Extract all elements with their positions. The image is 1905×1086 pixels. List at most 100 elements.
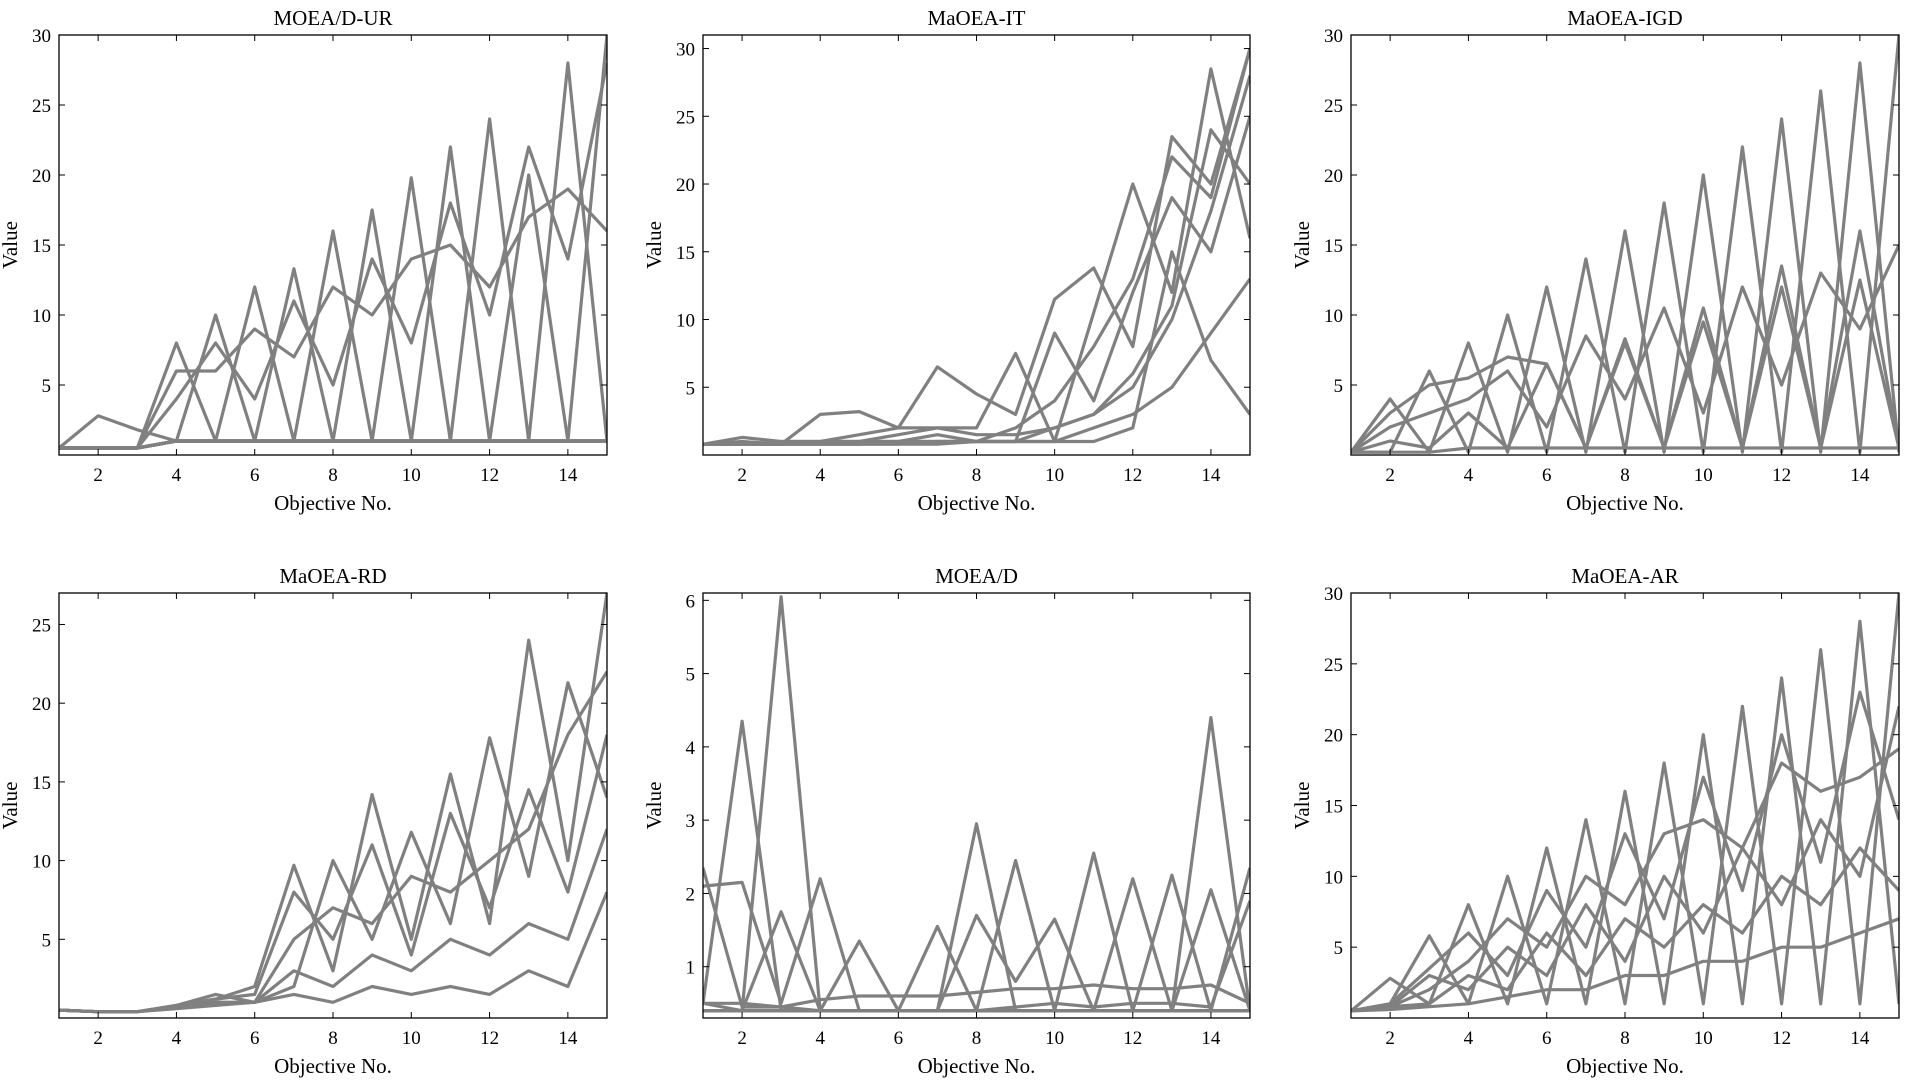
y-tick-label: 30: [676, 40, 695, 61]
x-axis-label: Objective No.: [274, 1054, 392, 1078]
y-tick-label: 5: [42, 930, 52, 951]
chart-panel-4: 2 4 6 8 10 12 14 5 10 15 20 25 MaOEA-RD Objective No.…: [0, 564, 608, 1078]
series-group: [703, 48, 1250, 446]
y-axis-label: Value: [642, 782, 666, 830]
x-tick-label: 6: [1542, 465, 1552, 486]
x-tick-label: 14: [1201, 465, 1221, 486]
x-tick-label: 14: [1850, 465, 1870, 486]
y-axis-label: Value: [642, 221, 666, 269]
series-line-1: [1351, 61, 1899, 454]
series-line-12: [59, 35, 607, 450]
chart-panel-6: 2 4 6 8 10 12 14 5 10 15 20 25 30 MaOEA-AR Objective N…: [1290, 564, 1900, 1078]
x-tick-label: 12: [480, 465, 499, 486]
x-tick-label: 14: [1850, 1028, 1870, 1049]
y-tick-label: 25: [32, 96, 51, 117]
x-axis-label: Objective No.: [1566, 491, 1684, 515]
chart-panel-3: 2 4 6 8 10 12 14 5 10 15 20 25 30 MaOEA-IGD Objective …: [1290, 6, 1900, 515]
x-tick-label: 2: [93, 1028, 103, 1049]
y-tick-label: 5: [42, 376, 52, 397]
y-tick-label: 1: [686, 958, 696, 979]
y-tick-label: 15: [32, 773, 51, 794]
axes-box: [58, 34, 608, 456]
series-line-6: [703, 128, 1250, 446]
x-tick-label: 4: [1464, 465, 1474, 486]
axes-box: [702, 592, 1251, 1019]
x-axis-label: Objective No.: [918, 491, 1036, 515]
x-tick-label: 4: [172, 465, 182, 486]
y-tick-label: 20: [32, 694, 51, 715]
series-line-11: [59, 61, 607, 450]
series-group: [1351, 593, 1899, 1013]
y-axis-label: Value: [1290, 221, 1314, 269]
y-tick-label: 20: [676, 175, 695, 196]
y-tick-label: 15: [1324, 797, 1343, 818]
series-line-7: [1351, 917, 1899, 1013]
x-tick-label: 14: [558, 465, 578, 486]
y-tick-label: 15: [1324, 236, 1343, 257]
x-tick-label: 4: [815, 1028, 825, 1049]
y-tick-label: 25: [1324, 655, 1343, 676]
x-tick-label: 6: [250, 1028, 260, 1049]
x-tick-label: 8: [972, 465, 982, 486]
x-axis-label: Objective No.: [274, 491, 392, 515]
y-tick-label: 30: [32, 26, 51, 47]
series-line-3: [1351, 690, 1899, 1013]
y-tick-label: 10: [32, 306, 51, 327]
axes-box: [702, 34, 1251, 456]
x-tick-label: 10: [1045, 465, 1064, 486]
y-tick-label: 5: [686, 378, 696, 399]
chart-title: MOEA/D-UR: [274, 6, 393, 30]
y-tick-label: 10: [32, 852, 51, 873]
chart-title: MaOEA-IGD: [1567, 6, 1682, 30]
x-tick-label: 4: [172, 1028, 182, 1049]
series-group: [1351, 35, 1899, 454]
x-tick-label: 8: [328, 1028, 338, 1049]
y-tick-label: 20: [32, 166, 51, 187]
y-tick-label: 4: [686, 738, 696, 759]
y-tick-label: 6: [686, 591, 696, 612]
series-line-6: [1351, 446, 1899, 454]
x-tick-label: 14: [558, 1028, 578, 1049]
x-tick-label: 4: [1464, 1028, 1474, 1049]
series-line-1: [703, 75, 1250, 446]
x-tick-label: 6: [1542, 1028, 1552, 1049]
x-tick-label: 2: [1385, 1028, 1395, 1049]
x-tick-label: 2: [737, 465, 747, 486]
y-tick-label: 5: [1334, 938, 1344, 959]
x-tick-label: 10: [402, 1028, 421, 1049]
series-line-3: [703, 67, 1250, 446]
x-tick-label: 12: [1772, 1028, 1791, 1049]
chart-title: MaOEA-IT: [928, 6, 1026, 30]
series-line-6: [59, 891, 607, 1014]
series-line-3: [703, 595, 1250, 1013]
series-line-8: [703, 715, 1250, 1013]
y-tick-label: 5: [686, 665, 696, 686]
y-tick-label: 10: [1324, 867, 1343, 888]
series-line-2: [703, 48, 1250, 446]
series-group: [703, 595, 1250, 1013]
y-tick-label: 25: [1324, 96, 1343, 117]
chart-title: MaOEA-AR: [1571, 564, 1678, 588]
y-tick-label: 25: [32, 615, 51, 636]
x-tick-label: 6: [894, 1028, 904, 1049]
series-line-5: [1351, 705, 1899, 1013]
y-tick-label: 10: [676, 311, 695, 332]
y-tick-label: 25: [676, 107, 695, 128]
y-tick-label: 5: [1334, 376, 1344, 397]
y-tick-label: 2: [686, 884, 696, 905]
series-line-10: [703, 900, 1250, 1013]
y-tick-label: 30: [1324, 26, 1343, 47]
series-line-4: [1351, 244, 1899, 454]
series-line-5: [59, 828, 607, 1014]
x-tick-label: 6: [894, 465, 904, 486]
series-line-5: [1351, 264, 1899, 454]
x-tick-label: 2: [737, 1028, 747, 1049]
x-axis-label: Objective No.: [1566, 1054, 1684, 1078]
series-line-9: [703, 983, 1250, 1009]
y-axis-label: Value: [0, 782, 22, 830]
series-line-2: [1351, 35, 1899, 454]
series-line-13: [59, 187, 607, 450]
series-line-2: [59, 681, 607, 1014]
y-tick-label: 15: [676, 243, 695, 264]
y-tick-label: 3: [686, 811, 696, 832]
